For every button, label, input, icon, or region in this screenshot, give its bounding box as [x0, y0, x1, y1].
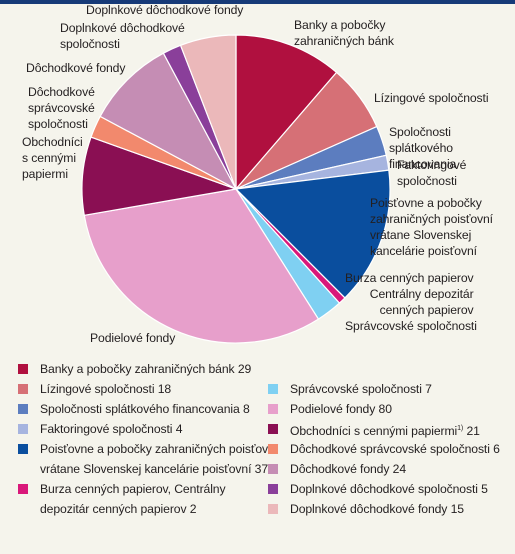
slice-label-burza: Burza cenných papierov Centrálny depozit…	[345, 271, 474, 317]
legend-swatch	[268, 484, 278, 494]
legend-item-dochodkove-fondy: Dôchodkové fondy 24	[268, 459, 515, 479]
slice-label-splatkove: Spoločnosti splátkového financovania	[389, 125, 457, 171]
legend-text-line2: depozitár cenných papierov 2	[40, 502, 197, 516]
legend-item-spravcovske: Správcovské spoločnosti 7	[268, 379, 515, 399]
legend-text: Burza cenných papierov, Centrálny	[40, 482, 226, 496]
pie-chart	[81, 34, 391, 344]
slice-label-dds: Doplnkové dôchodkové spoločnosti	[60, 21, 185, 51]
legend-swatch	[18, 484, 28, 494]
slice-label-dss: Dôchodkové správcovské spoločnosti	[28, 85, 95, 131]
legend-left: Banky a pobočky zahraničných bánk 29 Líz…	[18, 359, 278, 519]
legend-item-poistovne: Poisťovne a pobočky zahraničných poisťov…	[18, 439, 278, 479]
legend-swatch	[268, 464, 278, 474]
legend-item-splatkove: Spoločnosti splátkového financovania 8	[18, 399, 268, 419]
legend-item-banky: Banky a pobočky zahraničných bánk 29	[18, 359, 268, 379]
legend-item-obchodnici: Obchodníci s cennými papiermi1) 21	[268, 419, 515, 439]
pie-slice	[99, 52, 238, 191]
slice-label-poistovne: Poisťovne a pobočky zahraničných poisťov…	[370, 196, 493, 258]
slice-label-obchodnici: Obchodníci s cennými papiermi	[22, 135, 83, 181]
legend-swatch	[18, 384, 28, 394]
legend-item-faktoringove: Faktoringové spoločnosti 4	[18, 419, 268, 439]
legend-swatch	[18, 404, 28, 414]
slice-label-faktoringove: Faktoringové spoločnosti	[397, 158, 467, 188]
legend-swatch	[268, 384, 278, 394]
top-accent-bar	[0, 0, 515, 4]
slice-label-banky: Banky a pobočky zahraničných bánk	[294, 18, 394, 48]
legend-swatch	[18, 424, 28, 434]
pie-slice	[179, 34, 237, 190]
slice-label-spravcovske: Správcovské spoločnosti	[345, 319, 477, 333]
legend-item-podielove: Podielové fondy 80	[268, 399, 515, 419]
legend-text: Správcovské spoločnosti 7	[290, 382, 432, 396]
legend-text: Doplnkové dôchodkové fondy 15	[290, 502, 464, 516]
legend-swatch	[18, 364, 28, 374]
slice-label-ddf: Doplnkové dôchodkové fondy	[86, 3, 244, 17]
slice-label-podielove: Podielové fondy	[90, 331, 176, 345]
legend-text: Doplnkové dôchodkové spoločnosti 5	[290, 482, 488, 496]
legend-text: Dôchodkové správcovské spoločnosti 6	[290, 442, 500, 456]
legend-swatch	[268, 444, 278, 454]
legend-text: Obchodníci s cennými papiermi1) 21	[290, 424, 480, 438]
slice-label-dochodkove-fondy: Dôchodkové fondy	[26, 61, 126, 75]
legend-text: Poisťovne a pobočky zahraničných poisťov…	[40, 442, 278, 456]
legend-text: Banky a pobočky zahraničných bánk 29	[40, 362, 252, 376]
legend-item-burza: Burza cenných papierov, Centrálny depozi…	[18, 479, 268, 519]
legend-item-ddf: Doplnkové dôchodkové fondy 15	[268, 499, 515, 519]
legend-swatch	[268, 404, 278, 414]
legend-swatch	[18, 444, 28, 454]
legend-swatch	[268, 504, 278, 514]
legend-text: Podielové fondy 80	[290, 402, 392, 416]
pie-slice	[234, 169, 391, 299]
legend-text-line2: vrátane Slovenskej kancelárie poisťovní …	[40, 462, 269, 476]
legend-text: Spoločnosti splátkového financovania 8	[40, 402, 250, 416]
legend-text: Faktoringové spoločnosti 4	[40, 422, 183, 436]
slice-label-lizingove: Lízingové spoločnosti	[374, 91, 489, 105]
legend-item-dss: Dôchodkové správcovské spoločnosti 6	[268, 439, 515, 459]
legend-item-dds: Doplnkové dôchodkové spoločnosti 5	[268, 479, 515, 499]
legend-text: Lízingové spoločnosti 18	[40, 382, 172, 396]
legend-text: Dôchodkové fondy 24	[290, 462, 406, 476]
pie-slice	[235, 34, 338, 191]
legend-swatch	[268, 424, 278, 434]
pie-slice	[83, 188, 320, 344]
legend-item-lizingove: Lízingové spoločnosti 18	[18, 379, 268, 399]
legend-right: Správcovské spoločnosti 7 Podielové fond…	[268, 379, 515, 519]
